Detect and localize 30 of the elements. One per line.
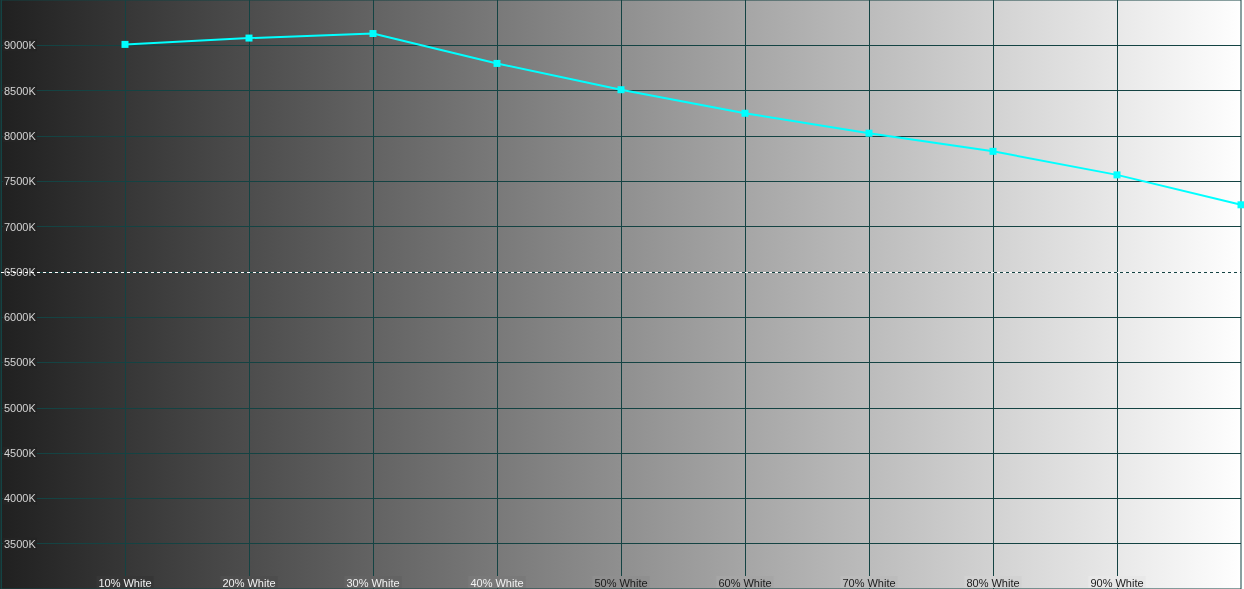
x-tick-label: 70% White [842, 576, 896, 589]
y-tick-label: 8000K [4, 129, 37, 142]
x-tick-label: 80% White [966, 576, 1020, 589]
x-tick-label: 60% White [718, 576, 772, 589]
x-tick-label: 30% White [346, 576, 400, 589]
y-tick-label: 6000K [4, 311, 37, 324]
point [245, 34, 253, 42]
x-tick-label: 20% White [222, 576, 276, 589]
y-tick-label: 5500K [4, 356, 37, 369]
x-tick-label: 10% White [98, 576, 152, 589]
point [617, 86, 625, 94]
y-tick-label: 7500K [4, 175, 37, 188]
point [741, 109, 749, 117]
point [369, 30, 377, 38]
point [865, 129, 873, 137]
x-tick-label: 90% White [1090, 576, 1144, 589]
y-tick-label: 7000K [4, 220, 37, 233]
y-tick-label: 5000K [4, 401, 37, 414]
x-tick-label: 40% White [470, 576, 524, 589]
y-tick-label: 3500K [4, 537, 37, 550]
y-tick-label: 4000K [4, 492, 37, 505]
y-tick-label: 8500K [4, 84, 37, 97]
point [493, 59, 501, 67]
y-tick-label: 4500K [4, 447, 37, 460]
y-tick-label: 9000K [4, 39, 37, 52]
point [121, 40, 129, 48]
point [1113, 171, 1121, 179]
point [1237, 201, 1244, 209]
x-tick-label: 50% White [594, 576, 648, 589]
point [989, 147, 997, 155]
